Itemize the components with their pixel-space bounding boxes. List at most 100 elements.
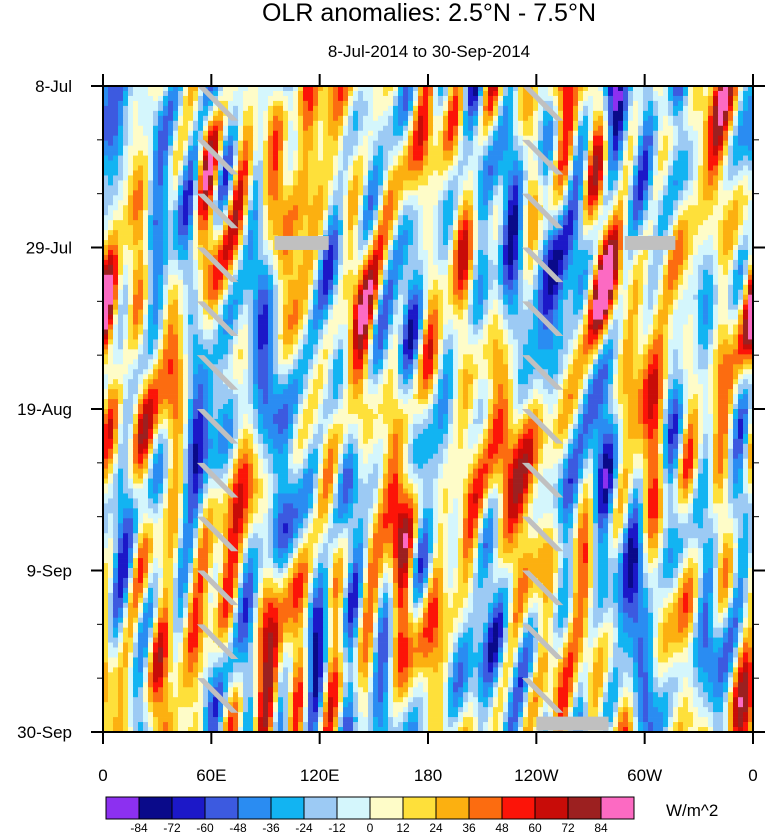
heatmap-cell: [343, 100, 349, 107]
heatmap-cell: [113, 86, 119, 92]
heatmap-cell: [513, 140, 519, 146]
heatmap-cell: [213, 249, 219, 256]
heatmap-cell: [368, 264, 374, 271]
heatmap-cell: [518, 105, 524, 112]
heatmap-cell: [188, 225, 194, 231]
heatmap-cell: [133, 225, 139, 231]
heatmap-cell: [513, 195, 519, 201]
heatmap-cell: [148, 100, 154, 107]
heatmap-cell: [158, 230, 164, 236]
heatmap-cell: [693, 110, 699, 117]
heatmap-cell: [158, 135, 164, 142]
heatmap-cell: [408, 180, 414, 186]
heatmap-cell: [518, 160, 524, 166]
heatmap-cell: [618, 90, 624, 97]
heatmap-cell: [508, 150, 514, 156]
heatmap-cell: [133, 259, 139, 266]
heatmap-cell: [333, 90, 339, 97]
heatmap-cell: [638, 105, 644, 112]
heatmap-cell: [268, 125, 274, 132]
heatmap-cell: [698, 86, 704, 92]
heatmap-cell: [463, 86, 469, 92]
heatmap-cell: [353, 95, 359, 102]
heatmap-cell: [178, 150, 184, 156]
heatmap-cell: [158, 125, 164, 132]
heatmap-cell: [108, 86, 114, 92]
heatmap-cell: [208, 120, 214, 127]
heatmap-cell: [103, 130, 109, 137]
heatmap-cell: [163, 195, 169, 201]
heatmap-cell: [383, 110, 389, 117]
heatmap-cell: [398, 220, 404, 226]
heatmap-cell: [108, 145, 114, 151]
heatmap-cell: [673, 100, 679, 107]
heatmap-cell: [743, 120, 749, 127]
heatmap-cell: [193, 110, 199, 117]
heatmap-cell: [533, 215, 539, 221]
heatmap-cell: [393, 215, 399, 221]
heatmap-cell: [383, 230, 389, 236]
heatmap-cell: [288, 170, 294, 176]
heatmap-cell: [203, 245, 209, 251]
heatmap-cell: [598, 264, 604, 271]
heatmap-cell: [268, 150, 274, 156]
heatmap-cell: [668, 130, 674, 137]
heatmap-cell: [163, 230, 169, 236]
heatmap-cell: [448, 210, 454, 216]
heatmap-cell: [578, 225, 584, 231]
heatmap-cell: [408, 235, 414, 241]
heatmap-cell: [263, 230, 269, 236]
heatmap-cell: [728, 140, 734, 146]
heatmap-cell: [588, 90, 594, 97]
heatmap-cell: [283, 95, 289, 102]
heatmap-cell: [353, 200, 359, 206]
heatmap-cell: [108, 210, 114, 216]
heatmap-cell: [453, 115, 459, 122]
heatmap-cell: [563, 110, 569, 117]
heatmap-cell: [113, 165, 119, 171]
heatmap-cell: [468, 105, 474, 112]
heatmap-cell: [463, 110, 469, 117]
heatmap-cell: [143, 190, 149, 196]
heatmap-cell: [368, 175, 374, 181]
heatmap-cell: [438, 195, 444, 201]
heatmap-cell: [578, 145, 584, 151]
heatmap-cell: [393, 155, 399, 161]
heatmap-cell: [303, 95, 309, 102]
heatmap-cell: [363, 155, 369, 161]
heatmap-cell: [548, 150, 554, 156]
heatmap-cell: [248, 195, 254, 201]
heatmap-cell: [548, 86, 554, 92]
heatmap-cell: [743, 195, 749, 201]
heatmap-cell: [668, 259, 674, 266]
heatmap-cell: [683, 269, 689, 276]
heatmap-cell: [543, 140, 549, 146]
heatmap-cell: [413, 215, 419, 221]
heatmap-cell: [268, 264, 274, 271]
heatmap-cell: [478, 259, 484, 266]
heatmap-cell: [328, 200, 334, 206]
heatmap-cell: [188, 249, 194, 256]
heatmap-cell: [473, 195, 479, 201]
heatmap-cell: [158, 210, 164, 216]
heatmap-cell: [218, 185, 224, 191]
heatmap-cell: [148, 215, 154, 221]
heatmap-cell: [338, 86, 344, 92]
heatmap-cell: [533, 220, 539, 226]
heatmap-cell: [228, 155, 234, 161]
heatmap-cell: [713, 140, 719, 146]
heatmap-cell: [653, 259, 659, 266]
heatmap-cell: [178, 170, 184, 176]
heatmap-cell: [713, 105, 719, 112]
heatmap-cell: [278, 254, 284, 261]
heatmap-cell: [178, 110, 184, 117]
heatmap-cell: [423, 185, 429, 191]
heatmap-cell: [113, 225, 119, 231]
heatmap-cell: [438, 145, 444, 151]
heatmap-cell: [283, 195, 289, 201]
heatmap-cell: [453, 90, 459, 97]
heatmap-cell: [658, 95, 664, 102]
heatmap-cell: [623, 130, 629, 137]
heatmap-cell: [193, 175, 199, 181]
heatmap-cell: [668, 200, 674, 206]
